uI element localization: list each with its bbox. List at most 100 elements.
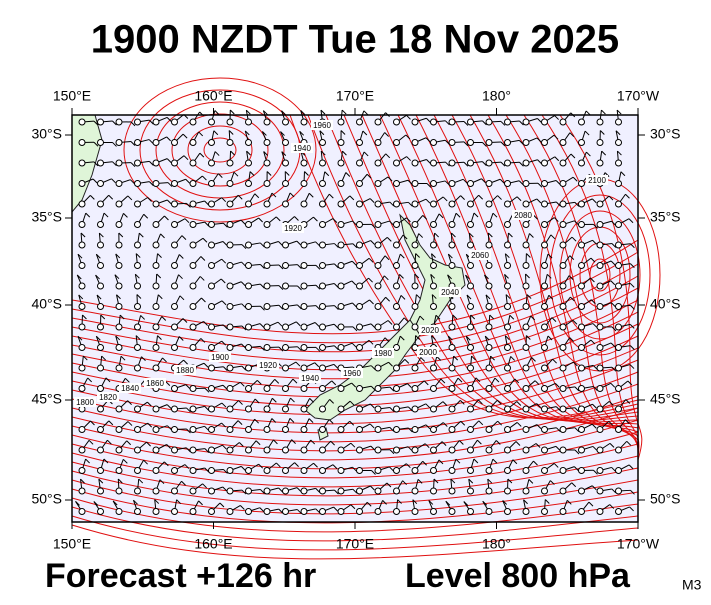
station: [560, 160, 566, 166]
station: [264, 509, 270, 515]
forecast-label: Forecast +126 hr: [45, 557, 316, 595]
station: [394, 324, 400, 330]
station: [579, 509, 585, 515]
station: [560, 488, 566, 494]
station: [560, 386, 566, 392]
station: [172, 283, 178, 289]
station: [486, 201, 492, 207]
station: [79, 201, 85, 207]
level-label: Level 800 hPa: [405, 557, 631, 595]
station: [597, 447, 603, 453]
station: [246, 365, 252, 371]
station: [264, 406, 270, 412]
station: [338, 447, 344, 453]
station: [394, 468, 400, 474]
station: [209, 283, 215, 289]
station: [505, 140, 511, 146]
station: [135, 304, 141, 310]
station: [135, 509, 141, 515]
station: [172, 345, 178, 351]
station: [320, 324, 326, 330]
station: [486, 365, 492, 371]
station: [523, 468, 529, 474]
station: [190, 242, 196, 248]
station: [505, 263, 511, 269]
station: [357, 222, 363, 228]
station: [375, 201, 381, 207]
station: [135, 263, 141, 269]
station: [264, 263, 270, 269]
station: [412, 386, 418, 392]
station: [412, 488, 418, 494]
station: [597, 160, 603, 166]
station: [79, 263, 85, 269]
contour-label: 1880: [176, 366, 194, 375]
station: [227, 386, 233, 392]
station: [394, 386, 400, 392]
station: [116, 181, 122, 187]
station: [579, 324, 585, 330]
station: [505, 222, 511, 228]
station: [153, 324, 159, 330]
station: [505, 509, 511, 515]
station: [190, 406, 196, 412]
station: [505, 201, 511, 207]
station: [209, 140, 215, 146]
station: [320, 263, 326, 269]
station: [579, 427, 585, 433]
station: [246, 222, 252, 228]
station: [283, 345, 289, 351]
station: [375, 283, 381, 289]
station: [468, 468, 474, 474]
station: [338, 222, 344, 228]
station: [227, 304, 233, 310]
station: [79, 242, 85, 248]
station: [172, 509, 178, 515]
station: [394, 201, 400, 207]
station: [320, 468, 326, 474]
station: [468, 242, 474, 248]
station: [412, 201, 418, 207]
title: 1900 NZDT Tue 18 Nov 2025: [91, 18, 619, 62]
station: [209, 447, 215, 453]
station: [468, 304, 474, 310]
station: [486, 222, 492, 228]
station: [505, 345, 511, 351]
station: [172, 324, 178, 330]
contour-label: 1940: [293, 144, 311, 153]
station: [412, 242, 418, 248]
lon-label-top: 180°: [482, 88, 511, 104]
station: [523, 427, 529, 433]
station: [375, 222, 381, 228]
station: [357, 509, 363, 515]
station: [523, 324, 529, 330]
station: [338, 488, 344, 494]
barb-flag: [364, 111, 368, 115]
station: [301, 160, 307, 166]
station: [412, 160, 418, 166]
station: [431, 386, 437, 392]
station: [357, 263, 363, 269]
station: [505, 181, 511, 187]
station: [301, 181, 307, 187]
station: [227, 509, 233, 515]
station: [431, 242, 437, 248]
station: [301, 365, 307, 371]
station: [468, 181, 474, 187]
station: [616, 304, 622, 310]
station: [320, 181, 326, 187]
station: [135, 160, 141, 166]
station: [264, 345, 270, 351]
station: [246, 283, 252, 289]
station: [357, 427, 363, 433]
station: [320, 242, 326, 248]
station: [412, 509, 418, 515]
station: [320, 427, 326, 433]
station: [486, 468, 492, 474]
station: [468, 488, 474, 494]
station: [449, 345, 455, 351]
station: [209, 242, 215, 248]
station: [486, 263, 492, 269]
station: [98, 160, 104, 166]
station: [264, 222, 270, 228]
